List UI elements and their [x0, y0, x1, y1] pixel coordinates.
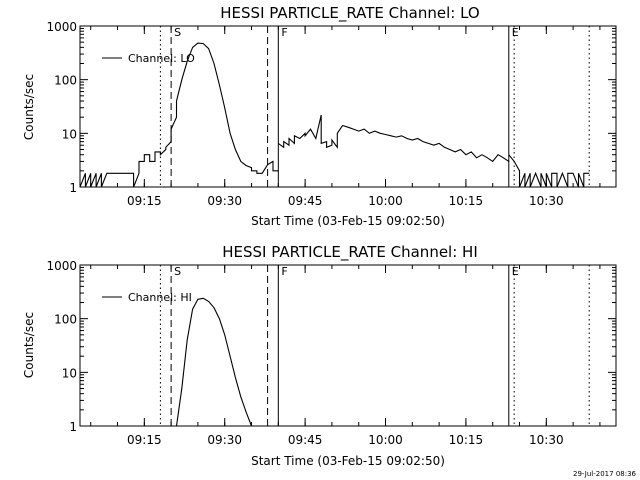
marker-label: E: [512, 265, 519, 278]
series-line: [277, 114, 510, 163]
chart-title-lo: HESSI PARTICLE_RATE Channel: LO: [220, 4, 479, 23]
x-tick-label: 09:15: [127, 194, 162, 208]
legend-label: Channel: LO: [128, 52, 195, 65]
marker-label: F: [281, 265, 287, 278]
x-axis-label-lo: Start Time (03-Feb-15 09:02:50): [251, 214, 445, 228]
x-tick-label: 10:30: [529, 433, 564, 447]
y-tick-label: 10: [62, 127, 77, 141]
marker-label: F: [281, 26, 287, 39]
y-tick-label: 1: [69, 181, 77, 195]
plot-frame: [79, 25, 617, 188]
series-line: [508, 154, 590, 188]
x-axis-label-hi: Start Time (03-Feb-15 09:02:50): [251, 454, 445, 468]
y-axis-label-hi: Counts/sec: [22, 312, 36, 378]
y-tick-label: 1000: [46, 259, 77, 273]
lo-channel-panel: HESSI PARTICLE_RATE Channel: LO Counts/s…: [22, 4, 617, 228]
y-axis-label-lo: Counts/sec: [22, 74, 36, 140]
x-tick-label: 09:45: [288, 433, 323, 447]
marker-label: S: [174, 26, 181, 39]
y-tick-label: 10: [62, 366, 77, 380]
marker-label: E: [512, 26, 519, 39]
y-tick-label: 1000: [46, 20, 77, 34]
y-tick-label: 100: [54, 313, 77, 327]
hi-channel-panel: HESSI PARTICLE_RATE Channel: HI Counts/s…: [22, 243, 617, 468]
x-tick-label: 09:45: [288, 194, 323, 208]
plot-frame: [79, 264, 617, 427]
marker-label: S: [174, 265, 181, 278]
x-tick-label: 10:15: [449, 433, 484, 447]
chart-title-hi: HESSI PARTICLE_RATE Channel: HI: [222, 243, 478, 262]
x-tick-label: 10:00: [368, 433, 403, 447]
x-tick-label: 10:15: [449, 194, 484, 208]
x-tick-label: 09:30: [207, 194, 242, 208]
x-tick-label: 09:30: [207, 433, 242, 447]
series-line: [79, 42, 279, 188]
series-line: [175, 297, 253, 427]
y-tick-label: 100: [54, 74, 77, 88]
legend-label: Channel: HI: [128, 291, 192, 304]
y-tick-label: 1: [69, 420, 77, 434]
x-tick-label: 10:30: [529, 194, 564, 208]
footer-timestamp: 29-Jul-2017 08:36: [573, 470, 637, 478]
x-tick-label: 09:15: [127, 433, 162, 447]
x-tick-label: 10:00: [368, 194, 403, 208]
